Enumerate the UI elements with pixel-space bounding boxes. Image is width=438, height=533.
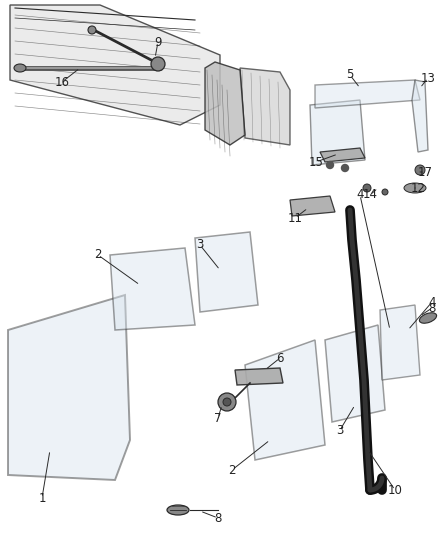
Circle shape [326,161,333,168]
Text: 7: 7 [214,411,222,424]
Text: 10: 10 [388,483,403,497]
Polygon shape [325,325,385,422]
Polygon shape [195,232,258,312]
Polygon shape [205,62,245,145]
Text: 5: 5 [346,69,354,82]
Text: 12: 12 [410,182,425,195]
Ellipse shape [167,505,189,515]
Circle shape [363,184,371,192]
Circle shape [151,57,165,71]
Text: 15: 15 [308,156,323,168]
Polygon shape [320,148,365,162]
Circle shape [223,398,231,406]
Polygon shape [8,295,130,480]
Polygon shape [240,68,290,145]
Ellipse shape [420,313,437,323]
Text: 6: 6 [276,351,284,365]
Text: 2: 2 [94,248,102,262]
Circle shape [382,189,388,195]
Text: 3: 3 [336,424,344,437]
Text: 16: 16 [54,76,70,88]
Text: 3: 3 [196,238,204,252]
Ellipse shape [14,64,26,72]
Text: 11: 11 [287,212,303,224]
Text: 4: 4 [356,189,364,201]
Text: 9: 9 [154,36,162,49]
Text: 8: 8 [428,302,436,314]
Polygon shape [235,368,283,385]
Polygon shape [110,248,195,330]
Polygon shape [290,196,335,216]
Circle shape [342,165,349,172]
Circle shape [415,165,425,175]
Text: 13: 13 [420,71,435,85]
Polygon shape [315,80,420,108]
Text: 4: 4 [428,295,436,309]
Text: 1: 1 [38,491,46,505]
Circle shape [218,393,236,411]
Text: 17: 17 [417,166,432,179]
Text: 2: 2 [228,464,236,477]
Polygon shape [245,340,325,460]
Text: 8: 8 [214,512,222,524]
Circle shape [88,26,96,34]
Polygon shape [412,80,428,152]
Polygon shape [380,305,420,380]
Polygon shape [10,5,220,125]
Polygon shape [310,100,365,165]
Ellipse shape [404,183,426,193]
Text: 14: 14 [363,189,378,201]
